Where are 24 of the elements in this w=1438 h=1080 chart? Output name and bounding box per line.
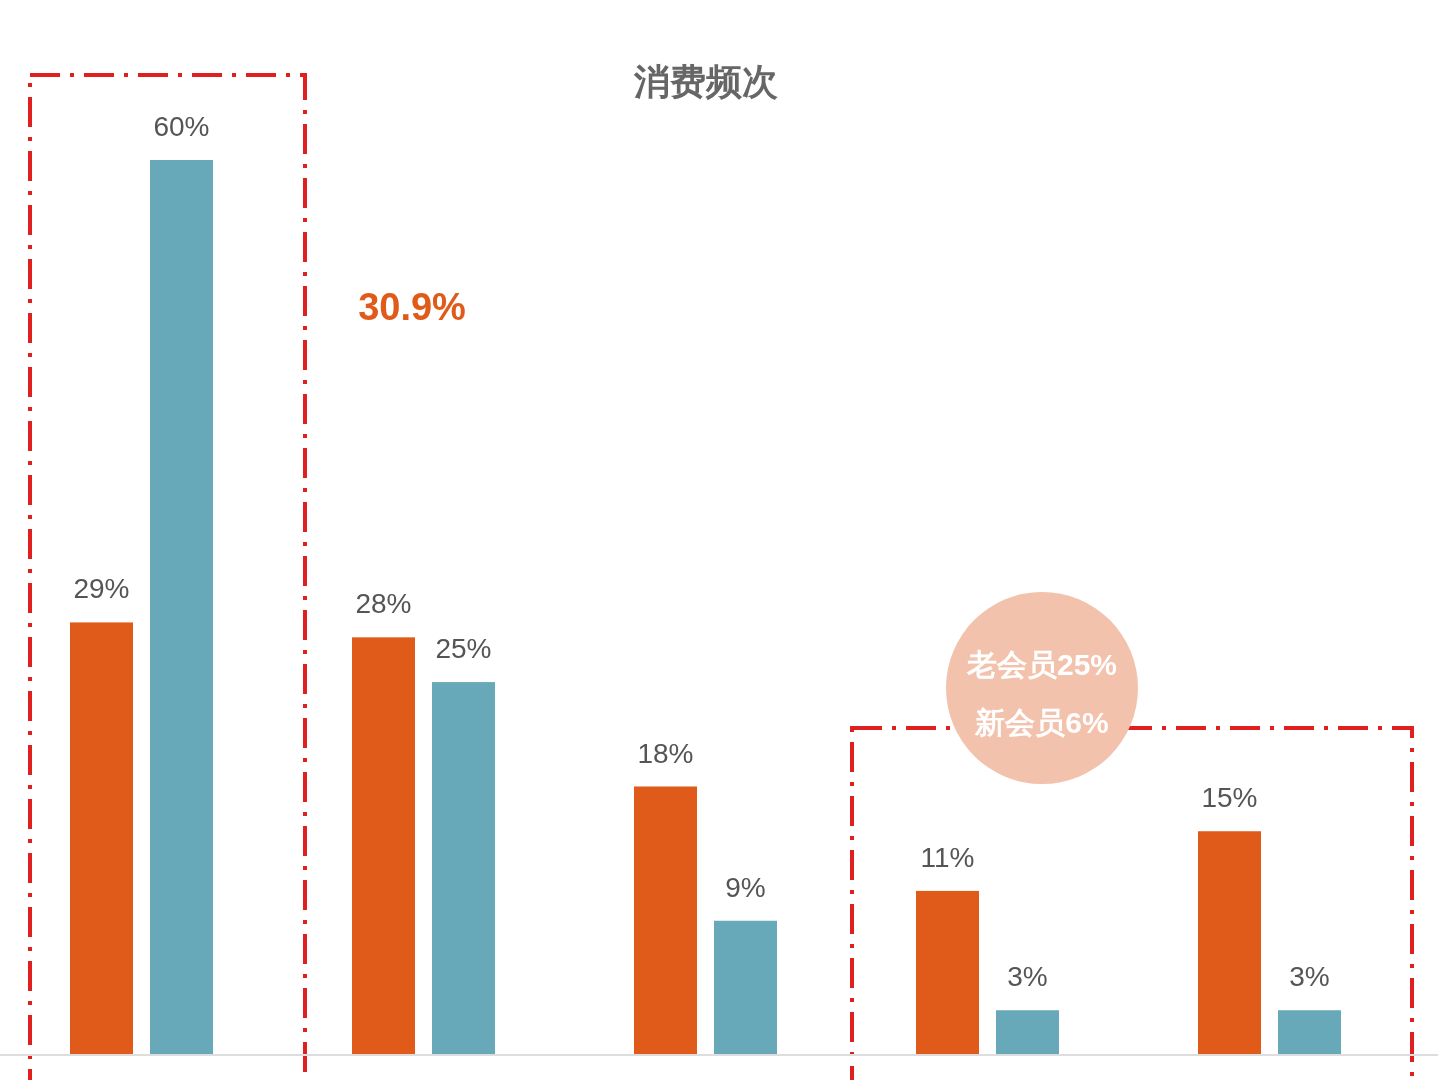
- data-label: 18%: [637, 737, 694, 769]
- bar: [996, 1010, 1059, 1055]
- annotation: 30.9%: [358, 286, 466, 328]
- data-label: 3%: [1007, 961, 1048, 993]
- bar: [70, 622, 133, 1055]
- data-label: 15%: [1201, 782, 1258, 814]
- bar: [352, 637, 415, 1055]
- data-label: 25%: [435, 633, 492, 665]
- annotation: 老会员25%: [965, 648, 1118, 681]
- data-label: 28%: [355, 588, 412, 620]
- annotation: 新会员6%: [974, 706, 1109, 739]
- data-label: 29%: [73, 573, 130, 605]
- bar: [150, 160, 213, 1055]
- bar: [1278, 1010, 1341, 1055]
- bar: [916, 890, 979, 1055]
- data-label: 3%: [1289, 961, 1330, 993]
- bar: [634, 786, 697, 1055]
- data-label: 60%: [153, 111, 210, 142]
- bar: [714, 920, 777, 1055]
- bar: [1198, 831, 1261, 1055]
- data-label: 11%: [920, 841, 975, 873]
- chart-title: 消费频次: [633, 61, 778, 102]
- bar: [432, 682, 495, 1055]
- data-label: 9%: [725, 871, 766, 903]
